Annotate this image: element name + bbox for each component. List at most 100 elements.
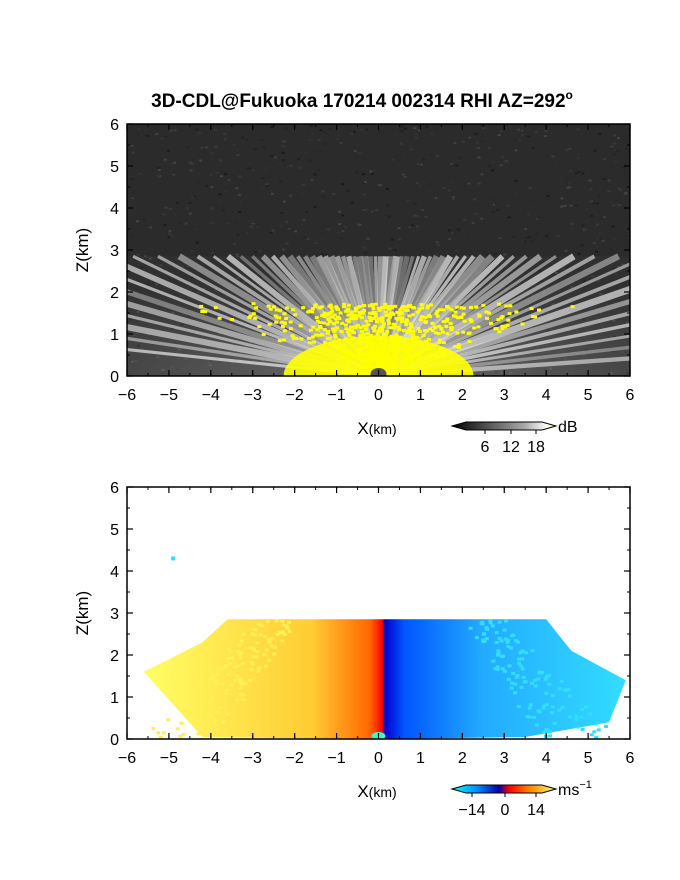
- saturation-pixel: [291, 308, 296, 312]
- noise-speck: [302, 183, 306, 186]
- saturation-pixel: [310, 310, 315, 314]
- saturation-pixel: [380, 329, 385, 333]
- velocity-speckle: [519, 685, 524, 689]
- noise-speck: [232, 143, 236, 146]
- velocity-speckle: [166, 718, 171, 722]
- velocity-speckle: [262, 634, 267, 638]
- x-tick-label: 3: [500, 387, 509, 404]
- noise-speck: [185, 144, 189, 147]
- velocity-speckle: [187, 711, 192, 715]
- velocity-speckle: [237, 652, 242, 656]
- saturation-pixel: [400, 316, 405, 320]
- noise-speck: [589, 188, 593, 190]
- velocity-speckle: [482, 632, 487, 636]
- noise-speck: [131, 151, 135, 154]
- noise-speck: [577, 170, 581, 173]
- noise-speck: [491, 198, 495, 201]
- noise-speck: [236, 153, 240, 156]
- noise-speck: [536, 253, 540, 256]
- velocity-speckle: [501, 654, 506, 658]
- noise-speck: [313, 206, 317, 209]
- saturation-pixel: [360, 310, 365, 314]
- noise-speck: [365, 128, 369, 131]
- velocity-speckle: [213, 728, 218, 732]
- noise-speck: [450, 232, 454, 235]
- noise-speck: [434, 197, 438, 200]
- noise-speck: [618, 188, 622, 191]
- noise-speck: [167, 235, 171, 238]
- noise-speck: [249, 224, 253, 227]
- noise-speck: [499, 130, 503, 133]
- noise-speck: [304, 151, 307, 154]
- noise-speck: [210, 152, 214, 155]
- noise-speck: [485, 253, 489, 256]
- saturation-pixel: [314, 333, 318, 337]
- velocity-speckle: [151, 727, 156, 730]
- velocity-speckle: [238, 656, 243, 660]
- y-tick-label: 1: [110, 327, 119, 344]
- noise-speck: [210, 222, 214, 225]
- velocity-speckle: [256, 669, 261, 673]
- velocity-speckle: [228, 649, 233, 653]
- saturation-pixel: [310, 307, 315, 311]
- velocity-speckle: [236, 650, 241, 653]
- saturation-pixel: [436, 332, 441, 335]
- noise-speck: [430, 153, 434, 156]
- noise-speck: [130, 177, 134, 180]
- noise-speck: [447, 229, 451, 232]
- velocity-speckle: [505, 641, 510, 644]
- saturation-pixel: [372, 327, 377, 331]
- velocity-speckle: [497, 636, 502, 640]
- velocity-speckle: [589, 733, 594, 737]
- noise-speck: [627, 237, 630, 240]
- noise-speck: [612, 204, 616, 207]
- velocity-speckle: [536, 677, 541, 681]
- noise-speck: [279, 180, 283, 183]
- noise-speck: [524, 228, 528, 230]
- velocity-outlier: [171, 556, 176, 561]
- noise-speck: [442, 186, 446, 189]
- noise-speck: [585, 208, 589, 211]
- noise-speck: [252, 169, 256, 172]
- saturation-pixel: [386, 307, 391, 311]
- noise-speck: [234, 222, 238, 225]
- x-tick-label: −2: [286, 750, 304, 767]
- noise-speck: [453, 160, 457, 163]
- noise-speck: [563, 204, 567, 207]
- velocity-speckle: [523, 651, 528, 655]
- saturation-pixel: [274, 320, 279, 324]
- velocity-speckle: [484, 637, 489, 641]
- saturation-pixel: [409, 325, 414, 329]
- saturation-pixel: [407, 327, 412, 331]
- saturation-pixel: [466, 332, 471, 336]
- velocity-speckle: [545, 728, 550, 732]
- noise-speck: [138, 172, 142, 175]
- saturation-pixel: [358, 326, 363, 329]
- noise-speck: [486, 124, 490, 126]
- saturation-pixel: [537, 308, 541, 312]
- velocity-speckle: [557, 687, 562, 691]
- noise-speck: [447, 189, 451, 192]
- saturation-pixel: [257, 325, 262, 329]
- saturation-pixel: [369, 303, 374, 307]
- noise-speck: [320, 237, 323, 240]
- noise-speck: [265, 185, 269, 188]
- velocity-speckle: [224, 664, 228, 667]
- saturation-pixel: [281, 325, 285, 329]
- x-tick-label: 3: [500, 750, 509, 767]
- noise-speck: [188, 202, 192, 205]
- noise-speck: [235, 187, 239, 190]
- saturation-pixel: [397, 312, 402, 316]
- noise-speck: [306, 238, 310, 240]
- x-tick-label: −5: [160, 750, 178, 767]
- saturation-pixel: [507, 312, 512, 316]
- saturation-pixel: [343, 323, 348, 327]
- saturation-pixel: [500, 315, 505, 319]
- saturation-pixel: [392, 326, 397, 330]
- noise-speck: [274, 156, 277, 159]
- noise-speck: [323, 131, 327, 134]
- noise-speck: [282, 159, 285, 162]
- noise-speck: [318, 150, 322, 153]
- saturation-pixel: [317, 306, 322, 310]
- y-tick-label: 2: [110, 648, 119, 665]
